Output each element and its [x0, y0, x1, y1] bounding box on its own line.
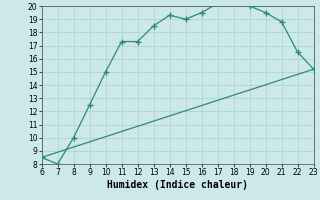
- X-axis label: Humidex (Indice chaleur): Humidex (Indice chaleur): [107, 180, 248, 190]
